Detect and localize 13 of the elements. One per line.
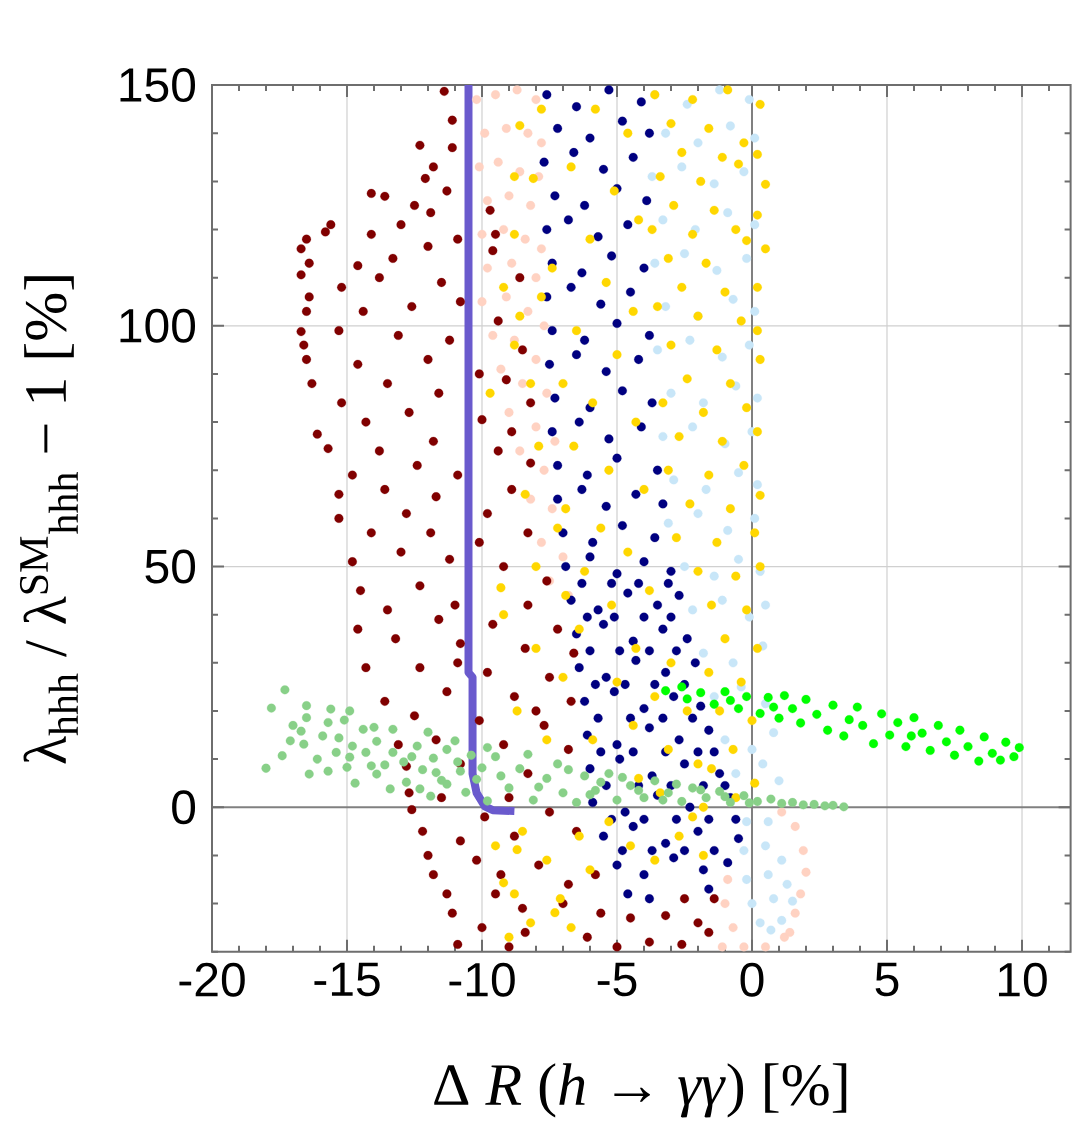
y-tick-label: 0	[172, 790, 196, 825]
y-tick-label: 100	[120, 308, 196, 343]
x-tick-label: -5	[597, 962, 637, 997]
y-axis-title: λ$_{hhh}$ / λ$^{SM}$$_{hhh}$ − 1 [%]	[19, 276, 78, 764]
x-tick-label: 0	[740, 962, 764, 997]
y-tick-label: 50	[145, 549, 196, 584]
y-tick-label: 150	[120, 68, 196, 103]
x-tick-label: -10	[449, 962, 515, 997]
x-tick-label: 5	[875, 962, 899, 997]
x-axis-title: Δ R (h → γγ) [%]	[434, 1063, 847, 1118]
x-tick-label: -15	[314, 962, 380, 997]
x-tick-label: -20	[179, 962, 245, 997]
x-tick-label: 10	[998, 962, 1047, 997]
